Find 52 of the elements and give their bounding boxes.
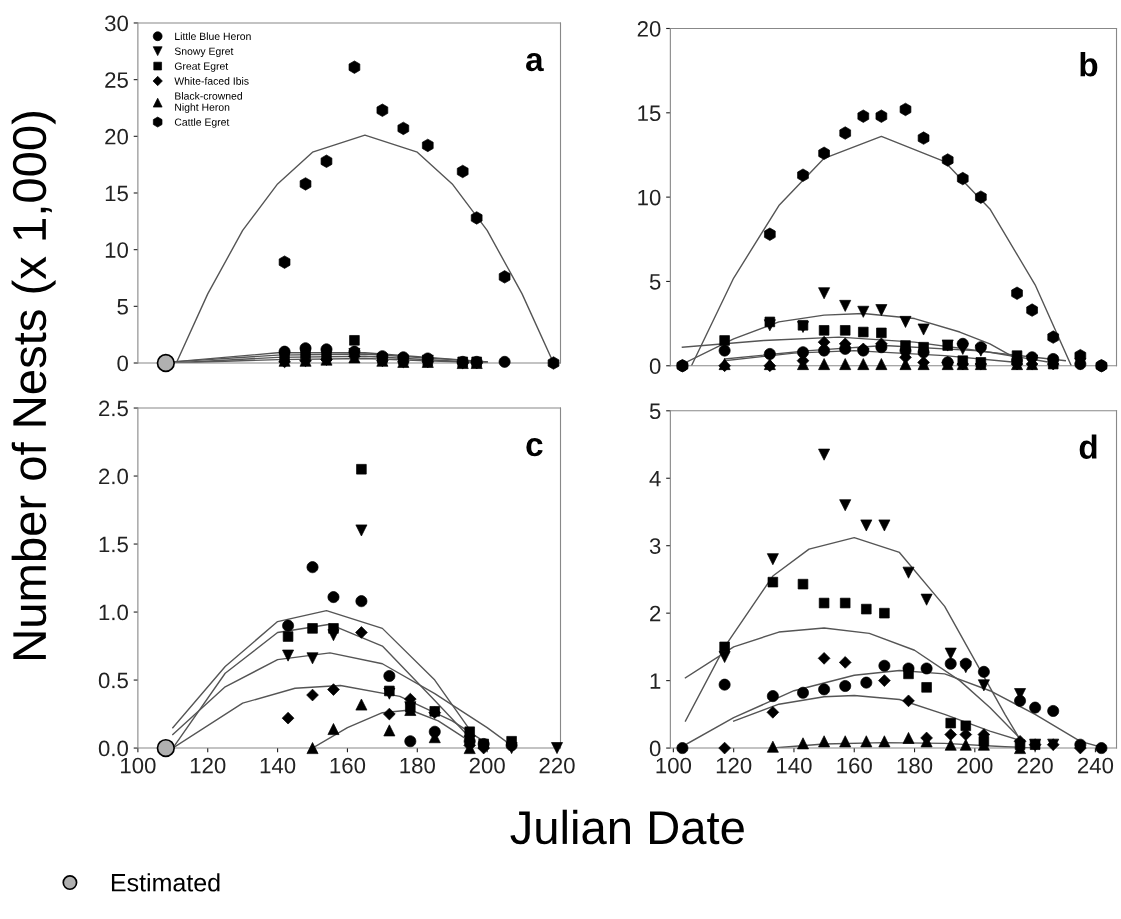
y-tick-label: 4: [649, 471, 661, 487]
y-tick-label: 20: [637, 21, 661, 37]
y-tick-label: 20: [105, 128, 128, 145]
y-tick-label: 2: [650, 605, 661, 622]
y-tick-label: 5: [117, 299, 128, 315]
x-tick-label: 120: [190, 757, 226, 774]
x-tick-label: 140: [777, 757, 812, 774]
legend-label: Great Egret: [174, 62, 229, 72]
y-tick-label: 0.0: [98, 740, 128, 757]
x-tick-label: 180: [897, 757, 933, 774]
x-tick-label: 200: [957, 757, 993, 774]
legend-label: Black-crowned Night Heron: [175, 92, 242, 113]
y-tick-label: 10: [105, 242, 128, 258]
legend-label: Little Blue Heron: [175, 32, 251, 40]
text: d: [1079, 434, 1097, 459]
y-tick-label: 1.0: [99, 604, 128, 621]
x-tick-label: 160: [330, 757, 366, 774]
y-tick-label: 0.5: [98, 672, 128, 689]
y-tick-label: 15: [105, 185, 128, 202]
x-tick-label: 240: [1078, 757, 1114, 774]
y-tick-label: 5: [649, 403, 661, 420]
y-tick-label: 0: [649, 358, 661, 375]
y-tick-label: 25: [105, 72, 128, 88]
y-tick-label: 5: [649, 274, 661, 290]
legend-label: White-faced Ibis: [174, 77, 249, 85]
x-tick-label: 220: [1017, 757, 1053, 774]
x-tick-label: 120: [716, 757, 752, 774]
text: c: [526, 438, 543, 457]
y-tick-label: 2.5: [99, 400, 128, 417]
x-tick-label: 200: [469, 757, 505, 774]
y-tick-label: 15: [638, 105, 661, 122]
x-tick-label: 100: [656, 757, 692, 774]
y-tick-label: 30: [104, 15, 128, 32]
y-tick-label: 10: [638, 189, 661, 206]
y-tick-label: 1: [650, 673, 661, 689]
y-tick-label: 0: [649, 740, 661, 757]
legend-label: Snowy Egret: [174, 47, 234, 57]
y-axis-title: Number of Nests (x 1,000): [11, 112, 56, 659]
y-tick-label: 1.5: [99, 536, 128, 553]
legend-label: Cattle Egret: [174, 118, 230, 128]
y-tick-label: 2.0: [99, 468, 128, 485]
x-tick-label: 180: [400, 757, 435, 774]
text: b: [1080, 52, 1098, 77]
x-tick-label: 220: [539, 757, 575, 774]
legend-label: Estimated: [111, 873, 220, 892]
x-tick-label: 140: [260, 757, 296, 774]
x-tick-label: 100: [121, 757, 156, 774]
x-tick-label: 160: [837, 757, 872, 774]
x-axis-title: Julian Date: [510, 809, 744, 845]
y-tick-label: 0: [117, 355, 128, 372]
y-tick-label: 3: [649, 538, 661, 554]
text: a: [526, 53, 544, 72]
